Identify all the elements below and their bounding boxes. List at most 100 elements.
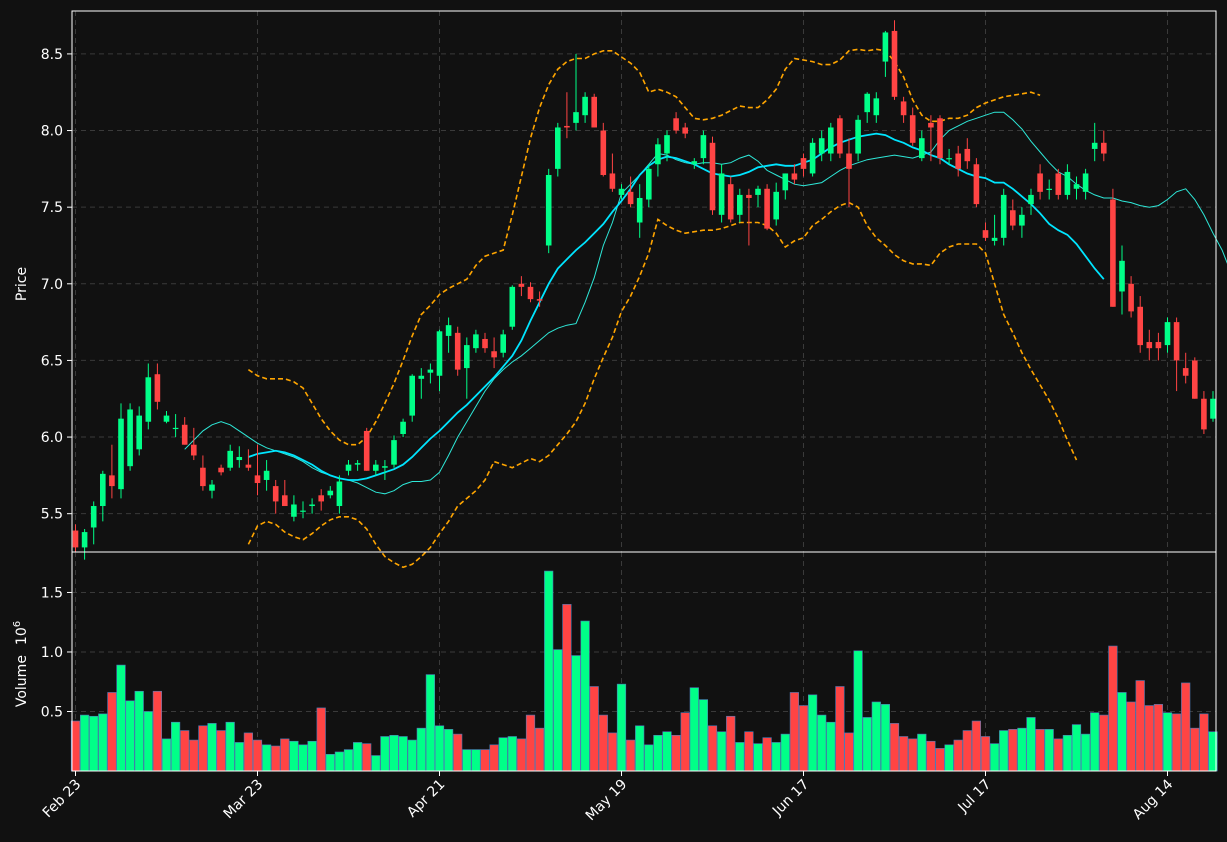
candle-body [1028,194,1034,205]
candle-body [418,375,425,379]
candle-body [818,138,825,154]
candle-body [1010,210,1016,226]
candle-body [928,122,934,128]
volume-bar [616,683,627,772]
volume-bar [1181,682,1191,772]
candle-body [1073,184,1080,189]
price-tick-label: 6.5 [41,353,63,369]
candle-body [746,194,752,198]
candle-body [382,466,388,468]
volume-bar [198,725,208,772]
bollinger-band-line [247,48,1041,446]
volume-bar [589,686,599,772]
candle-body [491,351,497,358]
candle-body [646,168,652,200]
volume-bar [571,655,581,772]
volume-bar [525,714,536,772]
volume-bar [662,731,672,772]
candle-body [227,450,233,468]
candle-body [709,142,716,211]
candle-body [81,532,88,548]
candle-body [727,184,734,220]
candle-body [100,473,106,507]
candle-body [909,115,916,143]
candle-body [991,237,998,241]
candle-body [482,338,488,349]
candle-body [937,118,943,159]
volume-bar [398,736,408,772]
moving-average-line [248,132,1105,481]
volume-bar [271,745,281,772]
candle-body [536,299,543,301]
candle-body [318,495,324,502]
candle-body [109,475,115,487]
candle-body [1000,194,1007,238]
volume-bar [462,749,472,772]
candle-body [555,127,561,169]
volume-bar [434,725,445,772]
price-y-ticks: 5.5 6.0 6.5 7.0 7.5 8.0 8.5 [41,47,72,523]
volume-bar [898,736,909,772]
volume-bar [726,715,736,772]
volume-label-text: Volume [14,655,30,707]
volume-bar [107,692,117,772]
volume-bar [862,717,872,772]
candle-body [200,467,206,487]
candle-body [282,495,288,507]
volume-bar [380,736,390,772]
price-tick-label: 8.5 [41,47,63,63]
volume-tick-label: 1.0 [41,645,63,661]
volume-bar [999,730,1009,772]
volume-bar [807,694,818,772]
candle-body [518,283,525,287]
candle-body [627,191,634,205]
candle-body [172,427,179,430]
volume-bar [289,740,299,772]
candle-body [1155,342,1162,349]
volume-bar [1099,714,1109,772]
volume-bar [80,714,90,772]
candle-body [591,96,597,128]
volume-bar [908,738,918,772]
candle-body [846,153,852,169]
volume-bar [1126,701,1136,772]
volume-label-multiplier: 10 [14,627,30,645]
candle-body [1082,173,1089,192]
candle-body [90,506,97,528]
candle-body [191,444,197,456]
volume-bar [716,731,727,772]
candle-body [254,475,261,484]
candle-body [436,331,443,376]
volume-bar [698,699,708,772]
volume-bar [280,738,290,772]
candle-body [782,173,789,191]
price-panel: 5.5 6.0 6.5 7.0 7.5 8.0 8.5 Price [14,11,1227,569]
candle-body [236,456,243,461]
price-panel-frame [71,10,1217,553]
candle-body [900,101,907,116]
candle-body [855,119,861,154]
candle-body [127,409,133,467]
volume-bar [635,725,645,772]
candle-body [1055,173,1062,195]
candle-body [309,504,315,507]
candle-body [1192,360,1198,399]
volume-bar [1190,727,1200,772]
volume-bar [171,721,181,772]
volume-bar [443,729,454,772]
candle-body [1110,199,1116,307]
volume-bar [780,733,790,772]
x-axis-ticks: Feb 23 Mar 23 Apr 21 May 19 Jun 17 Jul 17 Aug … [40,771,1176,824]
candle-body [509,286,516,327]
candle-body [973,164,980,205]
volume-bar [880,704,890,772]
candle-body [582,96,588,116]
price-grid [72,11,1216,552]
volume-bar [152,690,163,772]
candle-body [500,334,506,353]
price-tick-label: 5.5 [41,507,63,523]
volume-bar [325,754,335,772]
volume-bar [1144,705,1154,772]
volume-bar [953,739,963,772]
candle-body [1182,368,1189,376]
